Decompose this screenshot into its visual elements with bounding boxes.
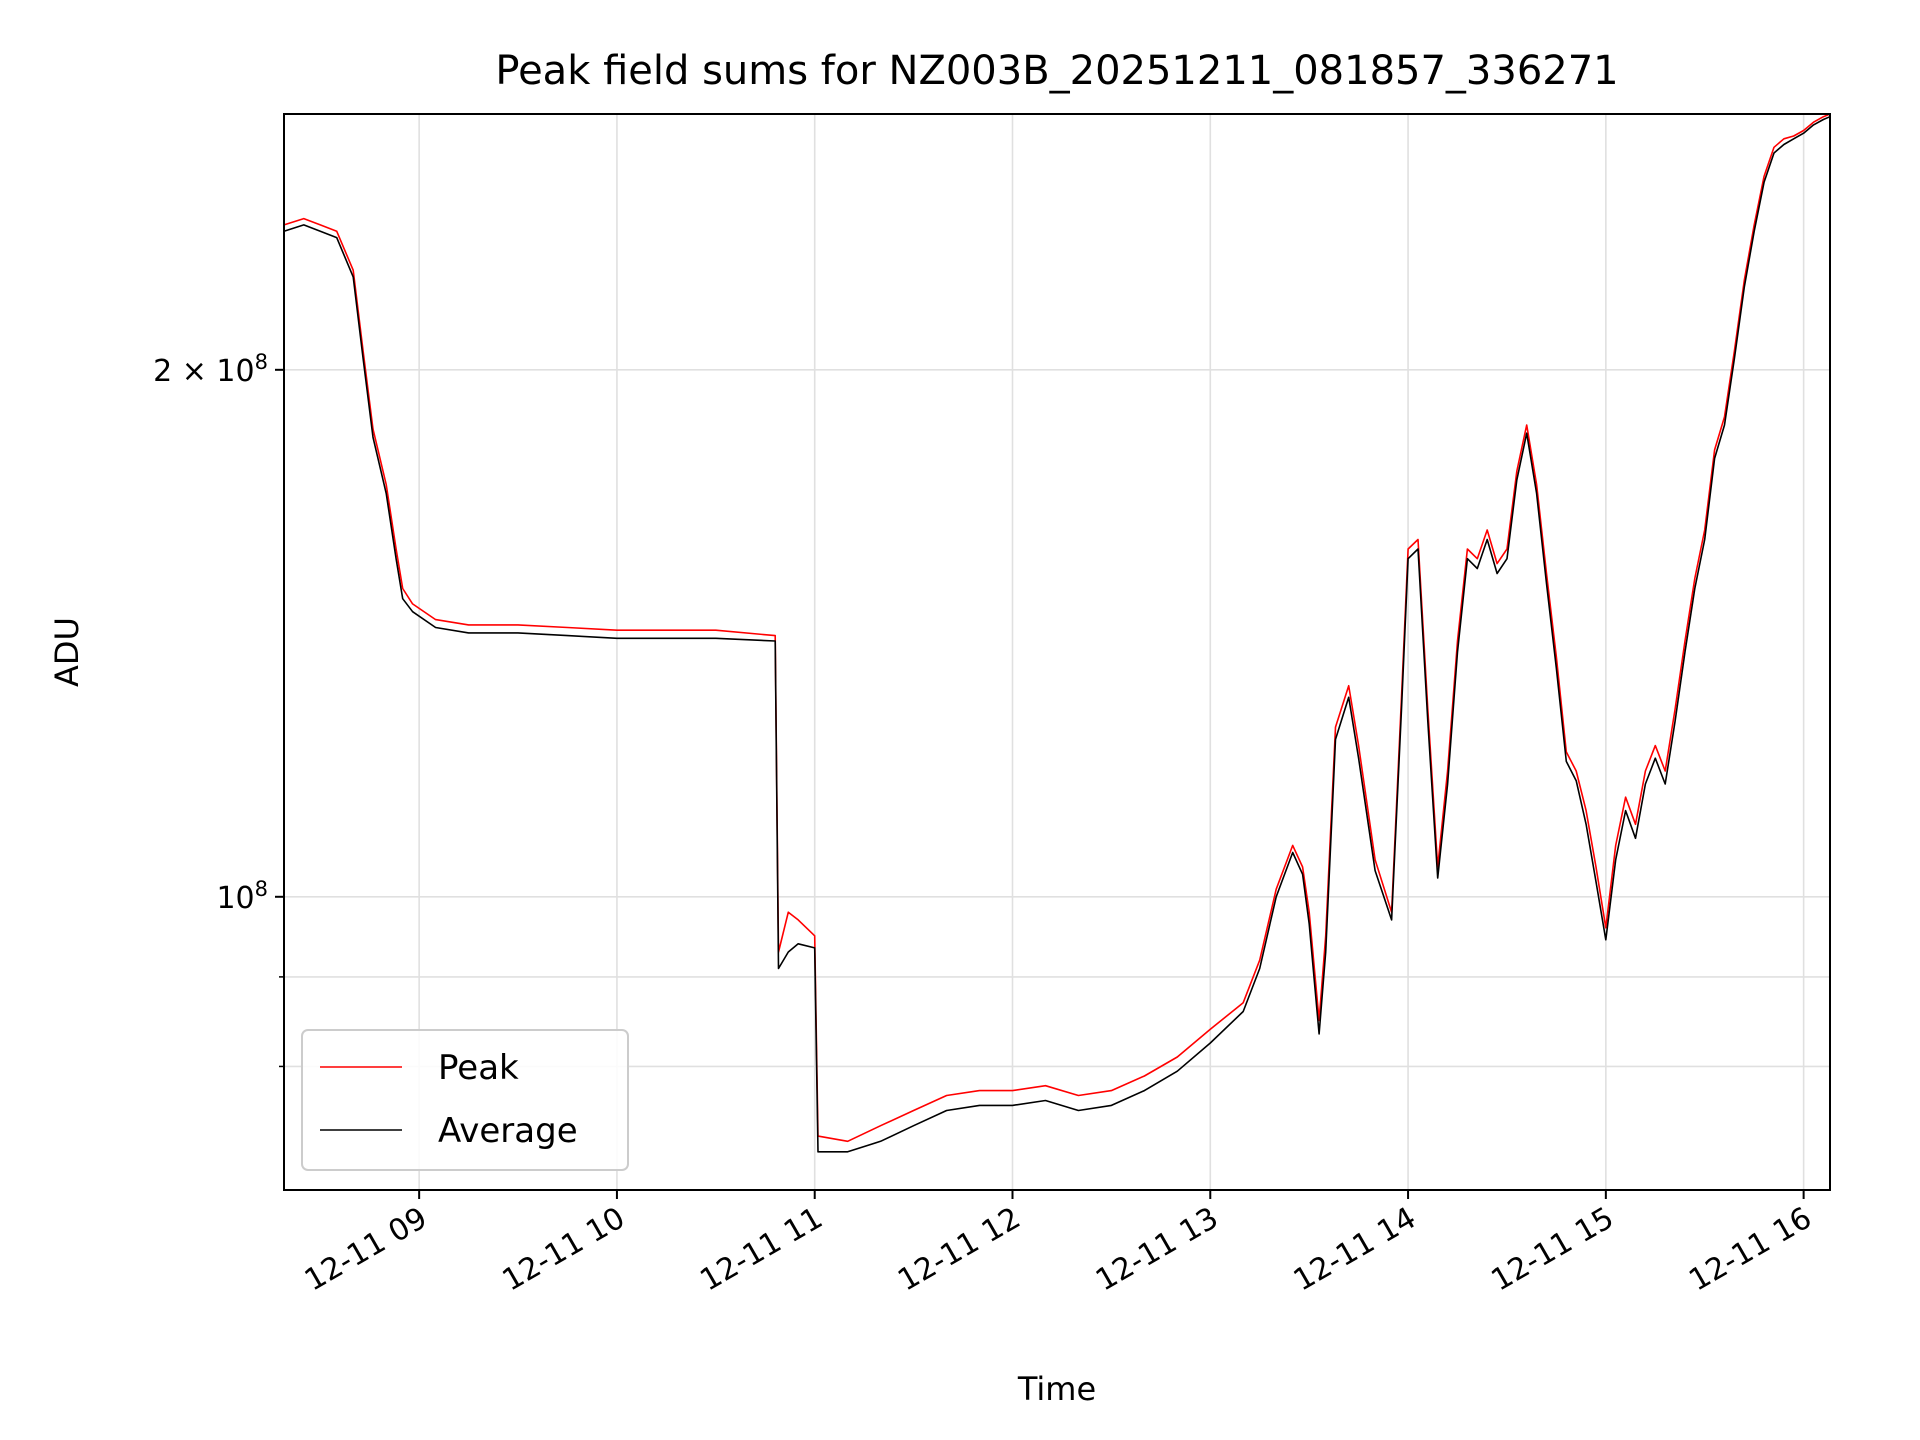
legend-label-average: Average <box>438 1111 578 1151</box>
x-axis-label: Time <box>1017 1370 1096 1408</box>
legend: Peak Average <box>301 1029 629 1171</box>
legend-label-peak: Peak <box>438 1048 519 1088</box>
plot-frame <box>283 113 1831 1191</box>
y-tick-label: 2 × 108 <box>153 350 268 389</box>
legend-box <box>301 1029 629 1171</box>
series-line-peak <box>283 113 1831 1143</box>
series-layer <box>283 113 1831 1153</box>
chart-title: Peak field sums for NZ003B_20251211_0818… <box>495 48 1618 94</box>
series-line-average <box>283 115 1831 1153</box>
y-axis-label: ADU <box>48 617 86 687</box>
